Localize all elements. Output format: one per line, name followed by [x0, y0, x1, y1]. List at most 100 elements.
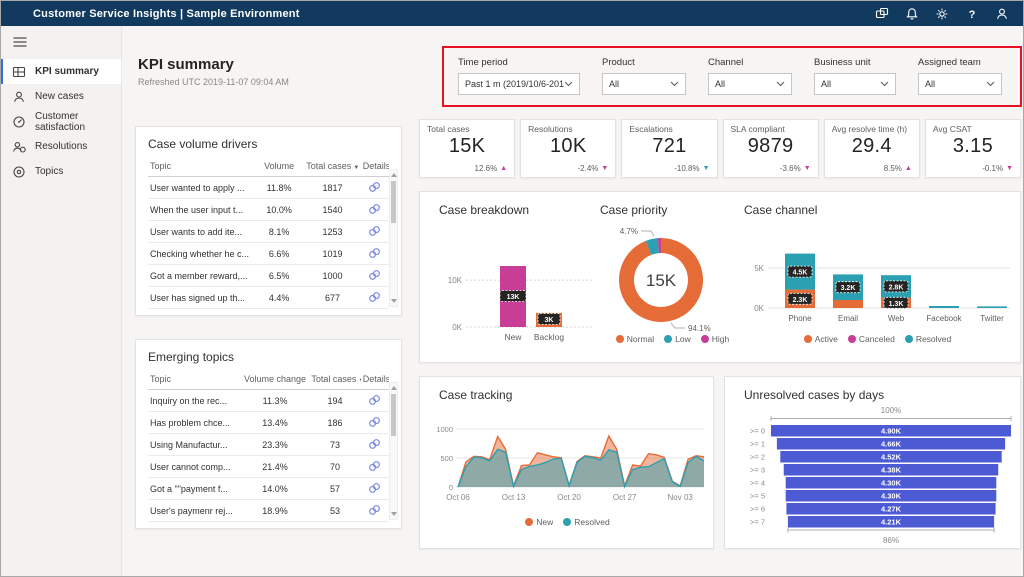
sidebar-item-resolutions[interactable]: Resolutions: [1, 134, 121, 159]
scroll-thumb[interactable]: [391, 394, 396, 436]
kpi-card-avg-csat[interactable]: Avg CSAT 3.15 -0.1% ▼: [924, 119, 1022, 178]
kpi-card-escalations[interactable]: Escalations 721 -10.8% ▼: [621, 119, 718, 178]
legend-item-resolved[interactable]: Resolved: [904, 334, 951, 344]
legend-item-canceled[interactable]: Canceled: [847, 334, 895, 344]
legend-item-active[interactable]: Active: [803, 334, 838, 344]
case-channel-chart[interactable]: 5K 0K Phone Email Web Facebook Twitter 2.3K 4.5K…: [740, 220, 1015, 339]
kpi-grid-icon: [12, 65, 26, 79]
filter-product: Product All: [602, 57, 686, 95]
scroll-up-icon[interactable]: [391, 386, 397, 390]
details-link-icon[interactable]: [368, 291, 381, 305]
emerging-topics-card: Emerging topics Topic Volume change Total …: [135, 339, 402, 529]
legend-item-new[interactable]: New: [525, 517, 553, 527]
svg-text:0: 0: [449, 483, 453, 492]
kpi-card-avg-resolve-time-h[interactable]: Avg resolve time (h) 29.4 8.5% ▲: [823, 119, 920, 178]
table-scrollbar[interactable]: [389, 169, 398, 307]
details-link-icon[interactable]: [368, 247, 381, 261]
column-header-label: Topic: [150, 374, 172, 384]
details-link-icon[interactable]: [368, 460, 381, 474]
column-header-volume-change[interactable]: Volume change: [240, 370, 310, 390]
case-tracking-chart[interactable]: 1000 500 0 Oct 06 Oct 13 Oct 20 Oct 27 Nov 03: [432, 409, 710, 516]
scroll-up-icon[interactable]: [391, 173, 397, 177]
total-cases-cell: 186: [309, 411, 361, 434]
details-link-icon[interactable]: [368, 269, 381, 283]
column-header-total-cases[interactable]: Total cases▼: [309, 370, 361, 390]
sidebar-menu-icon[interactable]: [1, 26, 121, 59]
filter-dropdown-channel[interactable]: All: [708, 73, 792, 95]
legend-dot: [847, 335, 856, 343]
scroll-thumb[interactable]: [391, 181, 396, 223]
case-volume-drivers-table: Topic Volume Total cases ▼ Details User wante…: [148, 157, 389, 309]
column-header-details[interactable]: Details: [360, 370, 389, 390]
svg-text:Oct 27: Oct 27: [613, 493, 637, 502]
column-header-total-cases[interactable]: Total cases▼: [304, 157, 361, 177]
legend-item-low[interactable]: Low: [664, 334, 691, 344]
top-navigation-bar: Customer Service Insights | Sample Envir…: [1, 1, 1023, 26]
topic-cell: User wanted to apply ...: [148, 176, 254, 199]
case-priority-chart[interactable]: 15K 4.7% 94.1%: [595, 220, 750, 339]
settings-icon[interactable]: [935, 7, 949, 21]
account-icon[interactable]: [995, 7, 1009, 21]
kpi-delta: -2.4% ▼: [578, 164, 609, 173]
kpi-label: Resolutions: [528, 124, 573, 134]
column-header-topic[interactable]: Topic: [148, 370, 241, 390]
details-link-icon[interactable]: [368, 394, 381, 408]
total-cases-cell: 1540: [304, 198, 361, 221]
filter-dropdown-product[interactable]: All: [602, 73, 686, 95]
table-row: Checking whether he c... 6.6% 1019: [148, 242, 389, 265]
svg-text:86%: 86%: [883, 536, 899, 545]
unresolved-cases-chart[interactable]: 100% >= 0 4.90K >= 1 4.66K >= 2 4.52K >= 3 4.38K…: [725, 403, 1022, 554]
kpi-label: Avg CSAT: [932, 124, 972, 134]
legend-label: Canceled: [858, 334, 895, 344]
filter-dropdown-assigned-team[interactable]: All: [918, 73, 1002, 95]
details-link-icon[interactable]: [368, 504, 381, 518]
case-volume-drivers-title: Case volume drivers: [148, 137, 258, 151]
kpi-card-row: Total cases 15K 12.6% ▲ Resolutions 10K -2.4% ▼…: [419, 119, 1022, 178]
total-cases-cell: 73: [309, 433, 361, 456]
filter-dropdown-time-period[interactable]: Past 1 m (2019/10/6-2019/...: [458, 73, 580, 95]
unresolved-cases-card: Unresolved cases by days 100% >= 0 4.90K >=…: [724, 376, 1021, 549]
details-link-icon[interactable]: [368, 181, 381, 195]
details-link-icon[interactable]: [368, 203, 381, 217]
filter-dropdown-business-unit[interactable]: All: [814, 73, 896, 95]
kpi-card-resolutions[interactable]: Resolutions 10K -2.4% ▼: [520, 119, 617, 178]
notifications-icon[interactable]: [905, 7, 919, 21]
svg-text:3.2K: 3.2K: [841, 285, 856, 292]
sidebar-item-customer-satisfaction[interactable]: Customer satisfaction: [1, 109, 121, 134]
column-header-topic[interactable]: Topic: [148, 157, 254, 177]
case-priority-legend: Normal Low High: [595, 334, 750, 344]
kpi-delta: -0.1% ▼: [982, 164, 1013, 173]
sidebar-item-topics[interactable]: Topics: [1, 159, 121, 184]
legend-label: Normal: [626, 334, 655, 344]
kpi-label: Total cases: [427, 124, 470, 134]
table-scrollbar[interactable]: [389, 382, 398, 520]
details-link-icon[interactable]: [368, 225, 381, 239]
kpi-card-total-cases[interactable]: Total cases 15K 12.6% ▲: [419, 119, 516, 178]
feedback-icon[interactable]: [875, 7, 889, 21]
value-cell: 21.4%: [240, 455, 310, 478]
sort-descending-icon: ▼: [358, 378, 360, 384]
kpi-card-sla-compliant[interactable]: SLA compliant 9879 -3.6% ▼: [722, 119, 819, 178]
column-header-details[interactable]: Details: [360, 157, 389, 177]
legend-item-normal[interactable]: Normal: [615, 334, 655, 344]
legend-item-resolved[interactable]: Resolved: [563, 517, 610, 527]
case-breakdown-chart[interactable]: 10K 0K New Backlog 13K 3K: [428, 224, 598, 361]
details-link-icon[interactable]: [368, 482, 381, 496]
column-header-volume[interactable]: Volume: [253, 157, 305, 177]
svg-text:4.30K: 4.30K: [881, 492, 902, 501]
column-header-label: Volume: [264, 161, 295, 171]
details-link-icon[interactable]: [368, 416, 381, 430]
scroll-down-icon[interactable]: [391, 299, 397, 303]
scroll-down-icon[interactable]: [391, 512, 397, 516]
svg-text:4.5K: 4.5K: [793, 270, 808, 277]
sidebar-item-label: Customer satisfaction: [35, 110, 86, 133]
legend-item-high[interactable]: High: [700, 334, 729, 344]
sidebar-item-new-cases[interactable]: New cases: [1, 84, 121, 109]
details-link-icon[interactable]: [368, 438, 381, 452]
sidebar-item-kpi-summary[interactable]: KPI summary: [1, 59, 121, 84]
svg-text:0K: 0K: [452, 323, 462, 332]
help-icon[interactable]: ?: [965, 7, 979, 21]
svg-text:4.90K: 4.90K: [881, 427, 902, 436]
svg-text:Twitter: Twitter: [980, 314, 1004, 323]
